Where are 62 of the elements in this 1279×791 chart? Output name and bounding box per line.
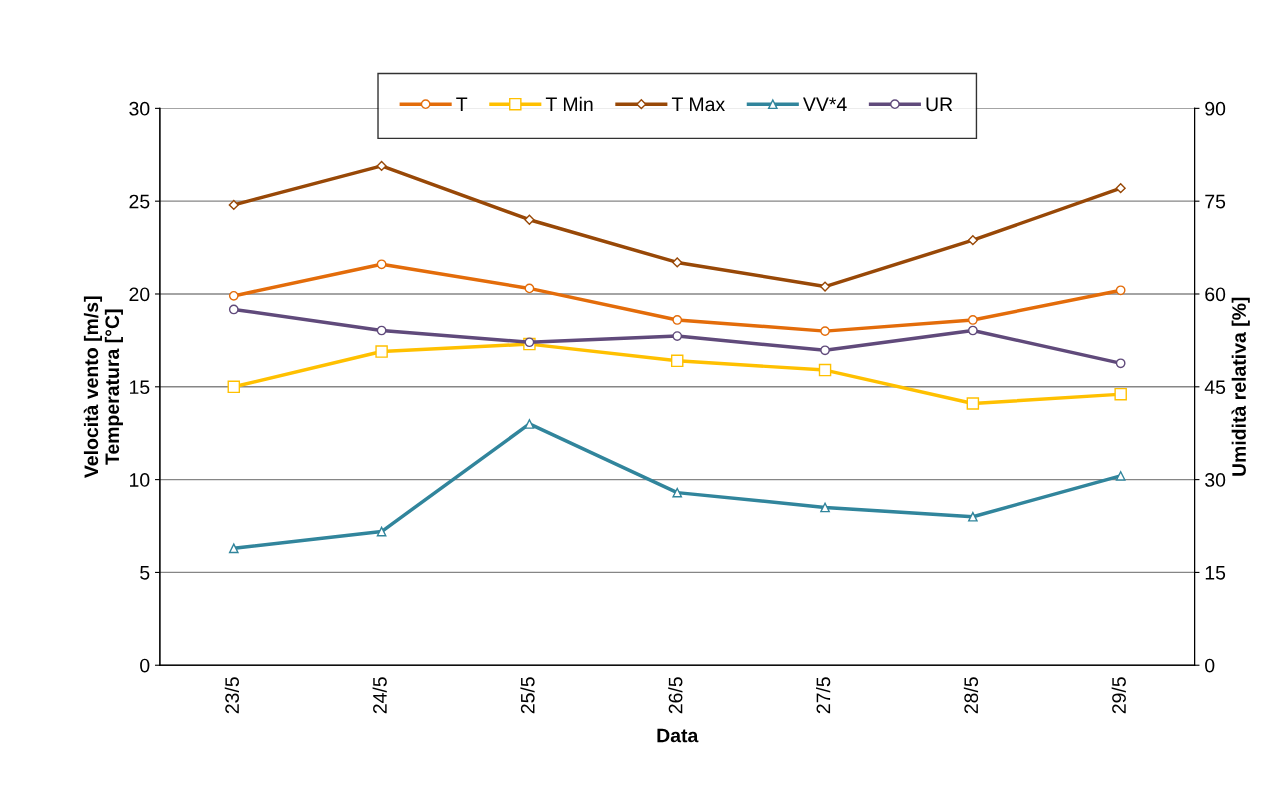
y2-tick-label: 45 [1204, 380, 1226, 395]
point [818, 363, 832, 377]
point [1114, 387, 1127, 401]
point [376, 259, 387, 270]
point [375, 345, 388, 358]
point [524, 283, 535, 294]
y-tick-label: 10 [130, 473, 150, 487]
y-tick-label: 15 [130, 380, 150, 395]
y-tick-label: 20 [129, 287, 150, 302]
x-tick-label: 28/5 [963, 677, 979, 714]
point [228, 543, 239, 554]
point [672, 331, 683, 341]
y2-tick-label: 30 [1205, 473, 1226, 487]
point [672, 487, 683, 498]
x-tick-label: 25/5 [520, 677, 535, 714]
point [1115, 183, 1126, 194]
point [966, 397, 980, 410]
legend-label: UR [926, 97, 953, 112]
point [968, 315, 978, 325]
point [376, 526, 387, 537]
point [1115, 471, 1126, 481]
point [672, 257, 683, 268]
point [1115, 358, 1126, 369]
point [820, 345, 830, 356]
point [228, 304, 239, 315]
point [670, 354, 684, 368]
legend-label: T Max [671, 97, 725, 112]
legend-label: T Min [545, 96, 593, 111]
x-tick-label: 24/5 [372, 677, 387, 714]
y2-tick-label: 75 [1205, 194, 1226, 209]
point [820, 502, 830, 513]
y-tick-label: 5 [140, 566, 150, 580]
point [524, 214, 535, 225]
y-tick-label: 0 [140, 658, 150, 673]
point [228, 290, 239, 301]
point [968, 325, 978, 336]
y-tick-label: 25 [129, 194, 150, 209]
point [376, 160, 387, 172]
point [968, 511, 978, 522]
point [672, 315, 683, 325]
legend-label: T [456, 97, 468, 111]
x-tick-label: 23/5 [224, 677, 239, 714]
y2-tick-label: 60 [1205, 287, 1226, 302]
legend-label: VV*4 [803, 97, 847, 111]
x-tick-label: 26/5 [668, 677, 683, 714]
point [819, 281, 831, 292]
y2-tick-label: 0 [1205, 658, 1215, 673]
x-axis-title: Data [657, 728, 699, 743]
x-tick-label: 29/5 [1111, 677, 1126, 714]
point [967, 235, 978, 246]
point [376, 325, 387, 336]
y2-tick-label: 90 [1205, 101, 1226, 116]
point [228, 199, 239, 211]
y2-axis-title: Umidità relativa [%] [1231, 297, 1250, 476]
x-tick-label: 27/5 [815, 677, 831, 714]
y-axis-title: Velocità vento [m/s] Temperatura [°C] [83, 296, 123, 478]
point [524, 419, 535, 429]
point [1115, 285, 1126, 296]
y-tick-label: 30 [129, 101, 150, 116]
y2-tick-label: 15 [1205, 566, 1226, 580]
point [820, 326, 830, 336]
point [227, 380, 241, 394]
